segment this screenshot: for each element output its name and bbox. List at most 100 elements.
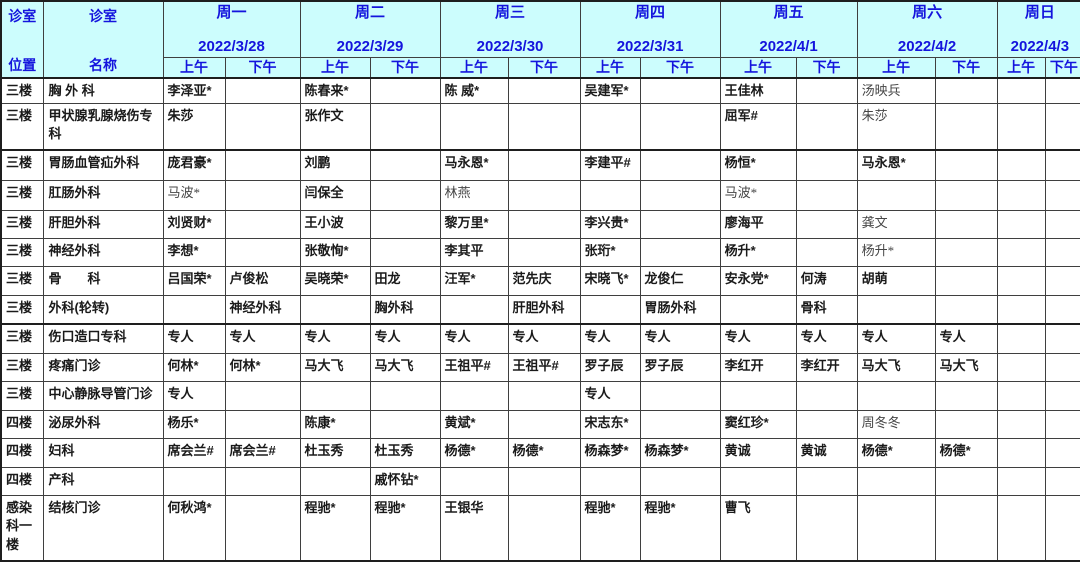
location-cell: 三楼 [0, 149, 44, 181]
day-name: 周二 [355, 4, 386, 21]
header-clinic-location: 诊室 位置 [0, 0, 44, 79]
location-cell: 三楼 [0, 237, 44, 267]
header-clinic-name-line1: 诊室 [89, 8, 117, 24]
schedule-cell: 何林* [224, 352, 301, 382]
schedule-cell: 刘鹏 [299, 149, 371, 181]
schedule-cell: 黄斌* [439, 409, 509, 439]
table-row: 三楼 中心静脉导管门诊 专人 专人 [0, 380, 1080, 411]
schedule-cell [507, 209, 581, 239]
day-date: 2022/3/30 [476, 37, 544, 55]
ampm-label: 下午 [224, 56, 301, 79]
schedule-cell: 王银华 [439, 494, 509, 562]
schedule-cell: 戚怀钻* [369, 466, 441, 496]
header-clinic-name-line2: 名称 [89, 57, 117, 73]
schedule-cell [439, 294, 509, 325]
schedule-cell [996, 179, 1046, 211]
ampm-label: 上午 [299, 56, 371, 79]
schedule-cell [439, 466, 509, 496]
schedule-cell: 刘贤财* [162, 209, 226, 239]
location-cell: 三楼 [0, 380, 44, 411]
schedule-cell: 马永恩* [439, 149, 509, 181]
table-row: 三楼 甲状腺乳腺烧伤专科 朱莎 张作文 屈军# 朱莎 [0, 102, 1080, 151]
schedule-cell [996, 352, 1046, 382]
schedule-cell [369, 237, 441, 267]
schedule-cell [795, 149, 858, 181]
schedule-cell [856, 494, 936, 562]
schedule-cell: 席会兰# [162, 437, 226, 468]
schedule-cell [1044, 466, 1080, 496]
schedule-cell [224, 409, 301, 439]
header-clinic-location-line2: 位置 [8, 57, 37, 73]
schedule-cell [639, 380, 721, 411]
schedule-cell [934, 294, 998, 325]
schedule-cell: 王祖平# [507, 352, 581, 382]
schedule-cell: 安永党* [719, 265, 797, 296]
schedule-cell [369, 179, 441, 211]
schedule-cell: 陈康* [299, 409, 371, 439]
schedule-cell [856, 179, 936, 211]
schedule-cell [1044, 409, 1080, 439]
schedule-cell: 王佳林 [719, 77, 797, 104]
schedule-cell [224, 77, 301, 104]
schedule-cell [795, 77, 858, 104]
table-row: 四楼 妇科 席会兰# 席会兰# 杜玉秀 杜玉秀 杨德* 杨德* 杨森梦* 杨森梦* 黄诚 黄诚 杨德* 杨… [0, 437, 1080, 468]
schedule-cell: 杨德* [856, 437, 936, 468]
schedule-cell: 专人 [856, 323, 936, 354]
schedule-cell: 李建平# [579, 149, 641, 181]
location-cell: 四楼 [0, 466, 44, 496]
schedule-cell [579, 466, 641, 496]
schedule-cell [1044, 149, 1080, 181]
table-row: 三楼胸 外 科李泽亚* 陈春来* 陈 威* 吴建军* 王佳林 汤映兵 [0, 77, 1080, 104]
ampm-label: 下午 [795, 56, 858, 79]
schedule-cell [795, 380, 858, 411]
schedule-cell [996, 323, 1046, 354]
schedule-cell [369, 409, 441, 439]
schedule-cell [369, 77, 441, 104]
day-date: 2022/4/1 [759, 37, 818, 55]
schedule-cell: 神经外科 [224, 294, 301, 325]
schedule-cell [1044, 294, 1080, 325]
schedule-cell [934, 409, 998, 439]
schedule-cell [795, 494, 858, 562]
day-date: 2022/3/29 [336, 37, 404, 55]
schedule-cell [507, 77, 581, 104]
schedule-cell: 李泽亚* [162, 77, 226, 104]
schedule-cell: 何秋鸿* [162, 494, 226, 562]
ampm-label: 下午 [507, 56, 581, 79]
schedule-cell: 专人 [639, 323, 721, 354]
schedule-cell [579, 179, 641, 211]
schedule-cell: 杨森梦* [579, 437, 641, 468]
schedule-cell: 马波* [162, 179, 226, 211]
schedule-cell [1044, 237, 1080, 267]
schedule-cell [795, 102, 858, 151]
schedule-cell [1044, 209, 1080, 239]
location-cell: 三楼 [0, 265, 44, 296]
schedule-cell: 马波* [719, 179, 797, 211]
schedule-cell [299, 466, 371, 496]
department-cell: 疼痛门诊 [42, 352, 164, 382]
table-row: 三楼 肛肠外科 马波* 闫保全 林燕 马波* [0, 179, 1080, 211]
schedule-cell [224, 102, 301, 151]
schedule-cell: 马永恩* [856, 149, 936, 181]
table-row: 四楼 产科 戚怀钻* [0, 466, 1080, 496]
schedule-cell: 杨乐* [162, 409, 226, 439]
schedule-cell [639, 77, 721, 104]
schedule-cell: 李想* [162, 237, 226, 267]
schedule-cell: 专人 [579, 323, 641, 354]
schedule-cell [507, 494, 581, 562]
schedule-cell: 专人 [795, 323, 858, 354]
schedule-cell: 胃肠外科 [639, 294, 721, 325]
location-cell: 三楼 [0, 352, 44, 382]
department-cell: 神经外科 [42, 237, 164, 267]
day-name: 周三 [495, 4, 526, 21]
department-cell: 骨 科 [42, 265, 164, 296]
schedule-cell [224, 494, 301, 562]
schedule-cell: 宋志东* [579, 409, 641, 439]
schedule-cell [639, 409, 721, 439]
schedule-cell [224, 149, 301, 181]
schedule-cell: 黄诚 [795, 437, 858, 468]
table-header: 诊室 位置 诊室 名称 周一 2022/3/28 [0, 0, 1080, 79]
schedule-cell: 专人 [439, 323, 509, 354]
schedule-cell: 廖海平 [719, 209, 797, 239]
schedule-cell [224, 466, 301, 496]
